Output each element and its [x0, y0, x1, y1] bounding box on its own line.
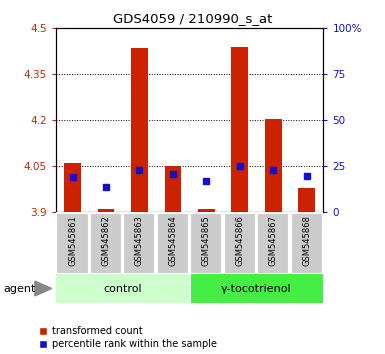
Text: GSM545867: GSM545867 — [269, 215, 278, 266]
Polygon shape — [35, 281, 52, 296]
Bar — [265, 119, 281, 212]
FancyBboxPatch shape — [190, 213, 223, 274]
Bar — [298, 188, 315, 212]
Text: GSM545868: GSM545868 — [302, 215, 311, 266]
FancyBboxPatch shape — [123, 213, 156, 274]
FancyBboxPatch shape — [90, 213, 122, 274]
FancyBboxPatch shape — [157, 213, 189, 274]
Text: agent: agent — [4, 284, 36, 293]
Text: control: control — [104, 284, 142, 293]
Text: GSM545866: GSM545866 — [235, 215, 244, 266]
Bar — [131, 48, 148, 212]
FancyBboxPatch shape — [291, 213, 323, 274]
Text: GSM545861: GSM545861 — [68, 215, 77, 266]
Legend: transformed count, percentile rank within the sample: transformed count, percentile rank withi… — [40, 326, 217, 349]
FancyBboxPatch shape — [257, 213, 289, 274]
Bar — [198, 209, 215, 212]
Bar — [189, 274, 340, 303]
Text: GSM545863: GSM545863 — [135, 215, 144, 266]
Text: γ-tocotrienol: γ-tocotrienol — [221, 284, 292, 293]
Text: GSM545862: GSM545862 — [102, 215, 110, 266]
FancyBboxPatch shape — [57, 213, 89, 274]
Bar — [231, 47, 248, 212]
Text: GDS4059 / 210990_s_at: GDS4059 / 210990_s_at — [113, 12, 272, 25]
Text: GSM545864: GSM545864 — [168, 215, 177, 266]
Bar — [164, 166, 181, 212]
Bar — [98, 209, 114, 212]
FancyBboxPatch shape — [224, 213, 256, 274]
Bar — [64, 163, 81, 212]
Text: GSM545865: GSM545865 — [202, 215, 211, 266]
Bar — [56, 274, 189, 303]
